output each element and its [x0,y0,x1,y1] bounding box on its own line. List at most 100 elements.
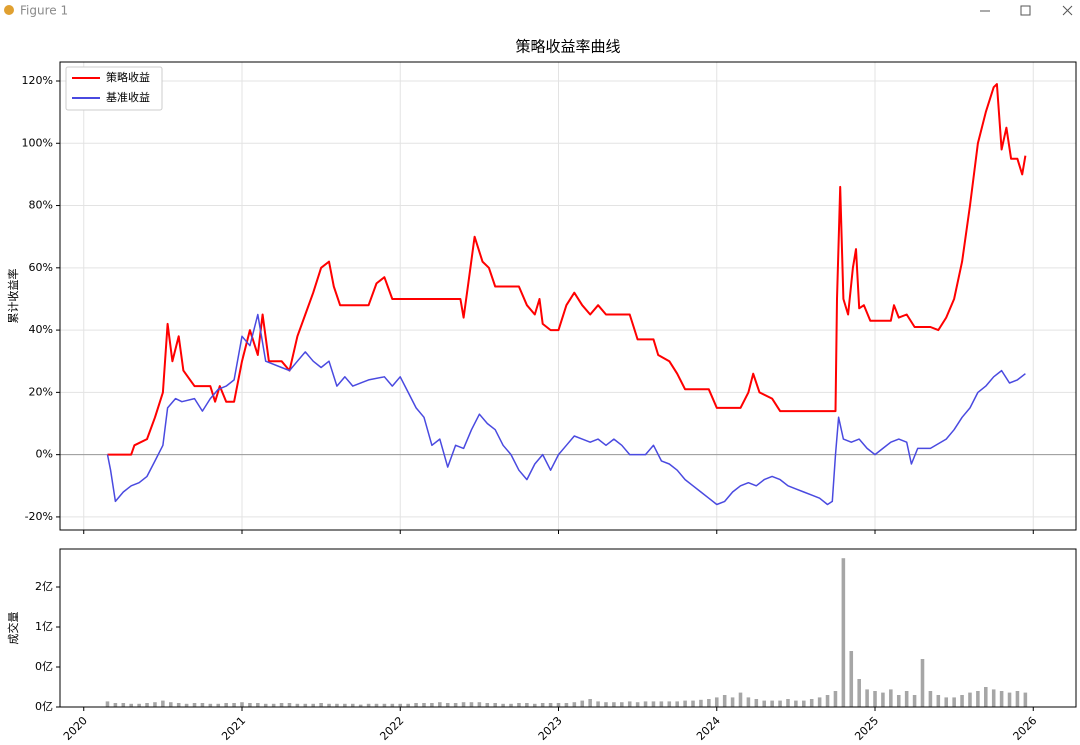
volume-bar [786,699,790,707]
volume-bar [350,703,355,707]
volume-bar [469,702,474,707]
volume-bar [596,701,600,707]
axes-frame [59,548,1077,708]
volume-bar [153,702,157,707]
x-tick-label: 2021 [219,714,248,743]
volume-bar [889,689,893,707]
window-title: Figure 1 [20,4,68,18]
y-tick-label: 1亿 [35,620,53,633]
volume-bar [168,702,173,707]
volume-bar [224,703,228,707]
volume-bar [564,703,569,707]
series-line [107,83,1027,456]
volume-bar [303,703,308,707]
volume-bar [912,695,917,707]
volume-bar [667,701,672,707]
volume-bar [453,703,458,707]
y-tick-label: 80% [29,199,53,212]
volume-bar [612,702,616,707]
y-tick-label: 120% [22,74,53,87]
volume-bar [263,703,268,707]
volume-bar [248,703,252,707]
volume-bar [422,703,426,707]
volume-bar [287,703,292,707]
volume-bar [438,702,442,707]
volume-bar [327,703,331,707]
volume-bar [1023,692,1028,707]
volume-bar [311,703,315,707]
volume-bar [770,700,774,707]
volume-bar [540,703,545,707]
volume-bar [232,703,236,707]
volume-bar [240,702,244,707]
volume-bar [501,703,505,707]
x-tick-label: 2023 [536,714,565,743]
volume-bar [335,703,339,707]
volume-bar [295,703,300,707]
volume-bar [461,702,466,707]
volume-bar [556,703,561,707]
y-tick-label: 40% [29,323,53,336]
volume-bar [809,699,814,707]
volume-bar [778,700,782,707]
volume-bar [865,689,869,707]
volume-bar [675,701,679,707]
volume-bar [184,703,189,707]
volume-bar [762,700,767,707]
volume-bar [635,702,640,707]
volume-bar [944,697,949,707]
maximize-button[interactable] [1020,5,1031,16]
volume-bar [113,703,118,707]
y-tick-label: 60% [29,261,53,274]
volume-bar [802,700,806,707]
volume-bar [857,679,861,707]
volume-bar [390,703,395,707]
volume-bar [849,651,854,707]
volume-bar [588,699,592,707]
volume-bar [1007,692,1012,707]
volume-bar [896,695,901,707]
volume-bar [493,703,497,707]
y-tick-label: 20% [29,385,53,398]
volume-bar [999,691,1004,707]
volume-bar [841,558,846,707]
volume-bar [572,702,577,707]
close-button[interactable] [1062,5,1073,16]
volume-bar [746,697,751,707]
x-tick-label: 2024 [694,714,723,743]
volume-bar [659,701,664,707]
volume-bar [161,700,165,707]
volume-bar [445,703,450,707]
x-tick-label: 2022 [378,714,407,743]
volume-bar [968,692,972,707]
volume-bar [279,703,284,707]
volume-bar [137,703,141,707]
y-axis-label: 累计收益率 [6,269,20,324]
volume-bar [319,703,323,707]
volume-bar [477,702,482,707]
legend-label: 策略收益 [106,70,150,84]
volume-bar [722,695,727,707]
volume-bar [651,701,656,707]
volume-bar [525,703,529,707]
volume-bar [991,689,996,707]
volume-bar [643,701,648,707]
x-tick-label: 2026 [1011,714,1040,743]
volume-bar [707,699,711,707]
volume-bar [794,700,798,707]
volume-bar [517,703,521,707]
volume-bar [738,692,743,707]
volume-bar [952,697,956,707]
series-line [106,313,1026,506]
volume-bar [683,700,687,707]
volume-bar [691,700,695,707]
volume-bar [509,703,513,707]
volume-bar [485,703,490,707]
y-tick-label: 0亿 [35,700,53,713]
y-axis-label: 成交量 [6,612,20,645]
y-tick-label: 2亿 [35,580,53,593]
volume-bar [208,703,213,707]
volume-bar [200,703,205,707]
volume-bar [358,704,363,707]
